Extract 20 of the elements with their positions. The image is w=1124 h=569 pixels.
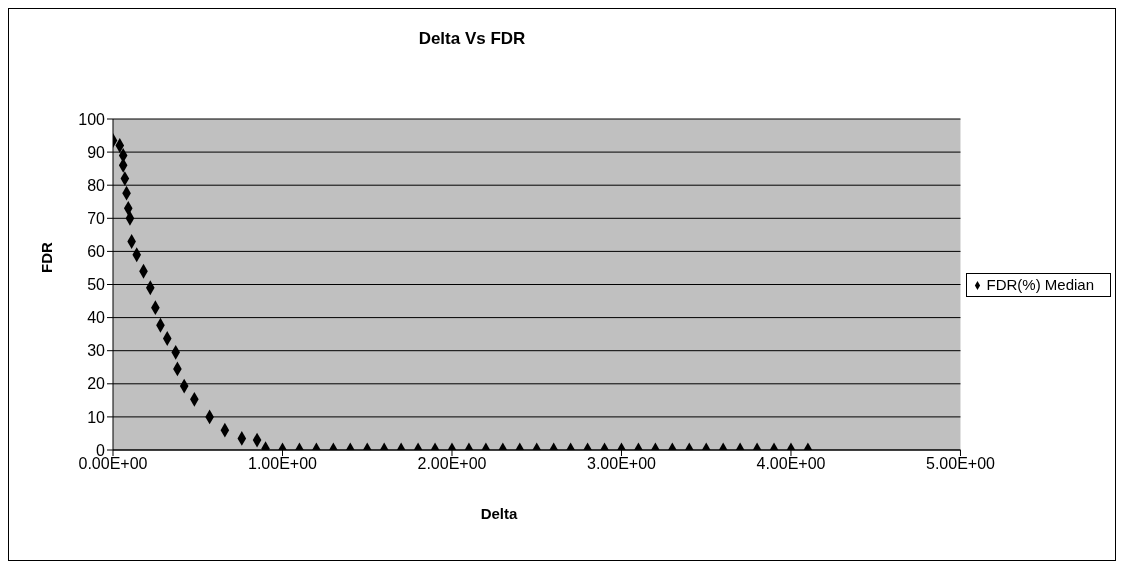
x-tick-label: 3.00E+00 [587, 455, 657, 473]
y-tick-label: 40 [87, 309, 106, 327]
y-tick-label: 80 [87, 176, 106, 194]
y-tick-label: 20 [87, 375, 106, 393]
legend-label: FDR(%) Median [986, 275, 1094, 293]
y-tick-label: 70 [87, 209, 106, 227]
x-axis-title: Delta [479, 505, 519, 522]
y-tick-label: 50 [87, 276, 106, 294]
y-tick-label: 90 [87, 143, 106, 161]
chart-title: Delta Vs FDR [417, 29, 527, 49]
y-axis-title: FDR [37, 242, 55, 273]
x-tick-label: 0.00E+00 [78, 455, 148, 473]
y-tick-label: 100 [78, 110, 106, 128]
x-tick-label: 1.00E+00 [248, 455, 318, 473]
x-tick-label: 2.00E+00 [417, 455, 487, 473]
y-tick-label: 10 [87, 408, 106, 426]
x-tick-label: 5.00E+00 [925, 455, 996, 473]
y-tick-label: 30 [87, 342, 106, 360]
y-tick-label: 60 [87, 243, 106, 261]
x-tick-label: 4.00E+00 [756, 455, 826, 473]
